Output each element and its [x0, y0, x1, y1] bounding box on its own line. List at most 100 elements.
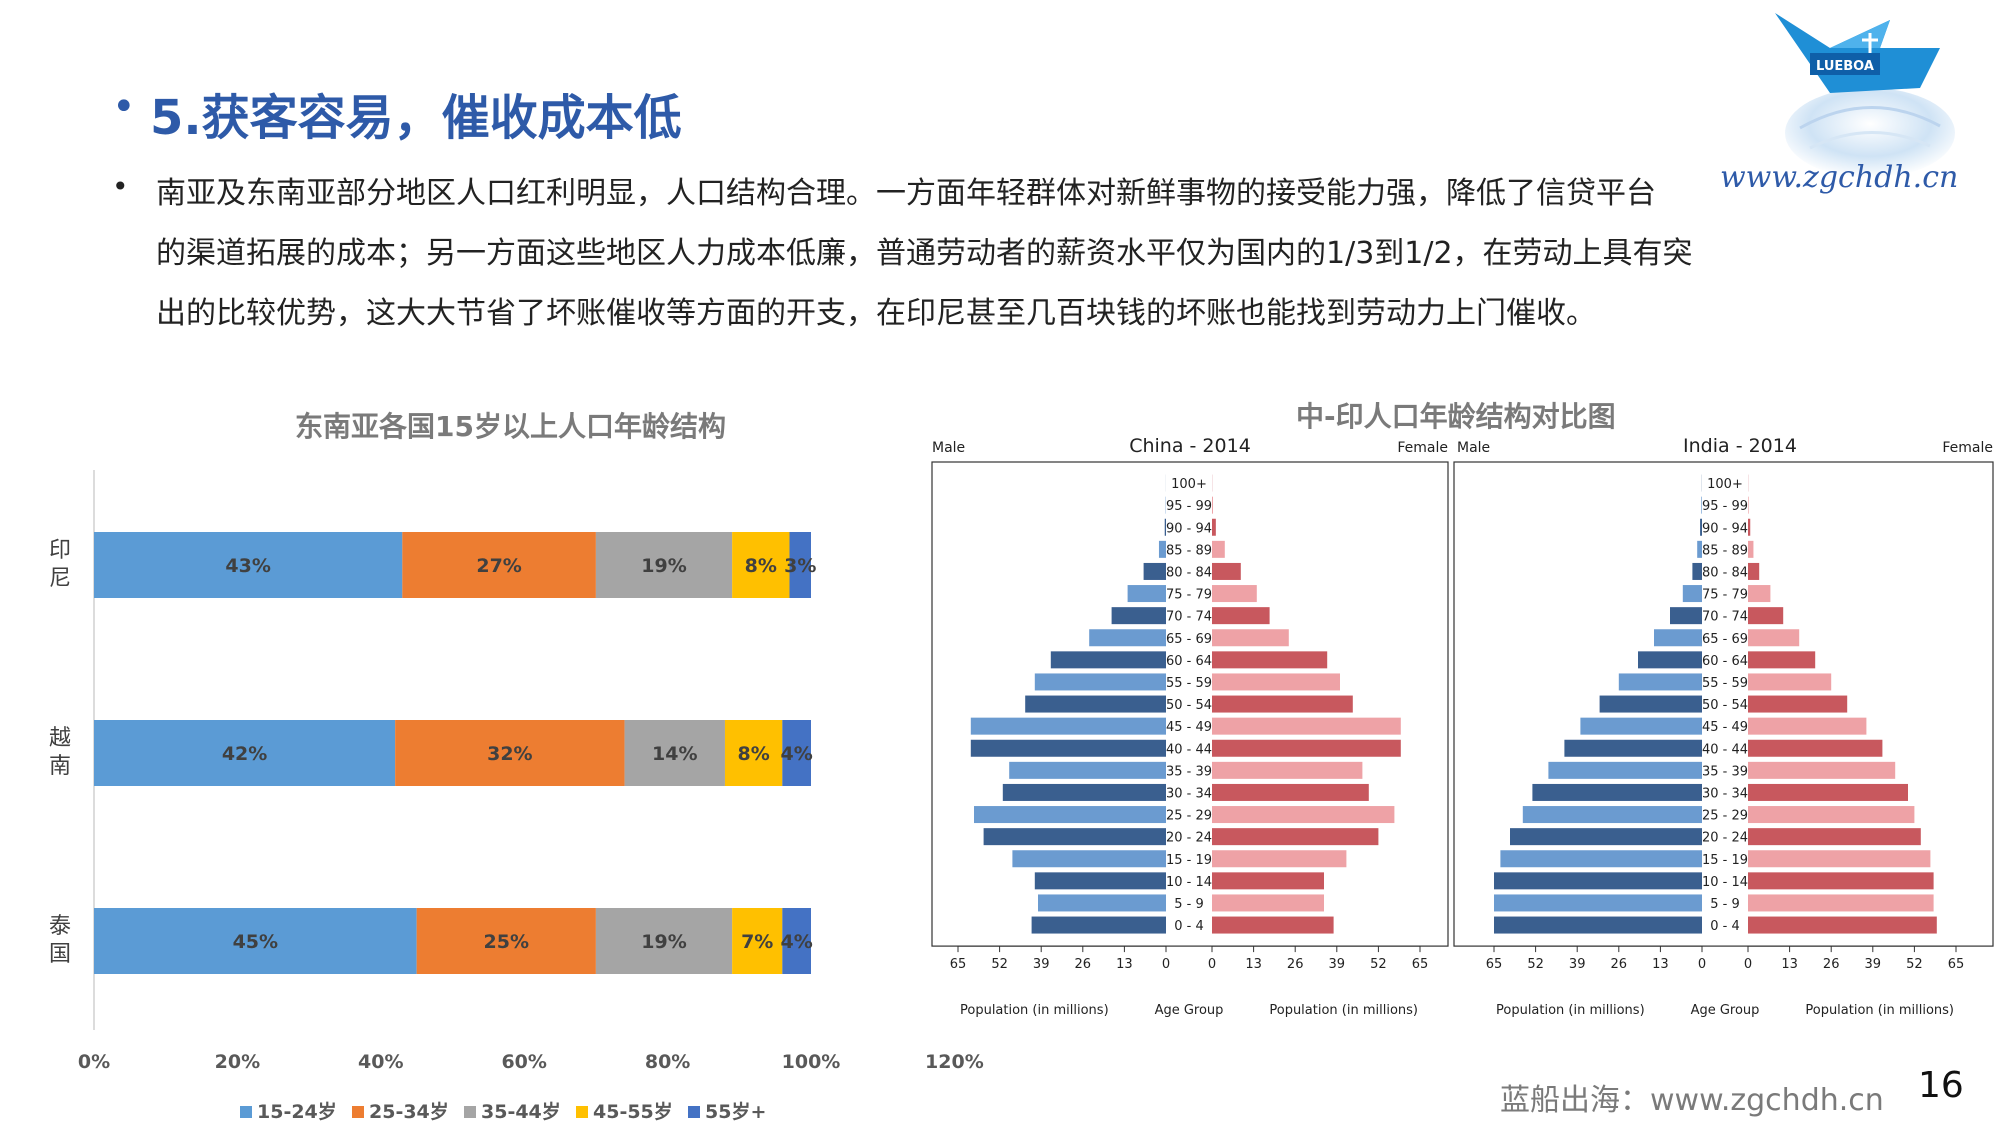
x-tick-label: 52: [1370, 957, 1387, 972]
male-bar: [1002, 783, 1166, 801]
data-label: 25%: [484, 931, 529, 953]
female-bar: [1212, 496, 1213, 514]
x-tick-label: 39: [1865, 957, 1882, 972]
age-group-label: 90 - 94: [1702, 521, 1748, 536]
legend-label: 25-34岁: [369, 1100, 449, 1123]
panel-title: China - 2014: [1129, 435, 1251, 457]
age-group-label: 0 - 4: [1174, 919, 1204, 934]
slide-title: 5.获客容易，催收成本低: [150, 90, 682, 146]
population-pyramid-chart: China - 2014 Male Female 100+ 95 - 99 90 - 94…: [931, 435, 1994, 1018]
male-label: Male: [932, 440, 965, 456]
x-tick-label: 13: [1652, 957, 1669, 972]
x-tick-label: 13: [1245, 957, 1262, 972]
age-group-label: 10 - 14: [1166, 875, 1212, 890]
female-bar: [1748, 585, 1771, 603]
age-group-label: 30 - 34: [1166, 786, 1212, 801]
male-bar: [1143, 562, 1166, 580]
male-bar: [1025, 695, 1166, 713]
legend-swatch: [240, 1106, 252, 1118]
male-bar: [1697, 540, 1702, 558]
male-bar: [1111, 607, 1166, 625]
data-label: 4%: [781, 931, 813, 953]
data-label: 42%: [222, 743, 267, 765]
age-group-label: 70 - 74: [1166, 610, 1212, 625]
age-group-label: 15 - 19: [1702, 853, 1748, 868]
x-tick-label: 0%: [78, 1051, 110, 1073]
data-label: 27%: [476, 555, 521, 577]
age-group-label: 45 - 49: [1166, 720, 1212, 735]
data-label: 8%: [745, 555, 777, 577]
male-bar: [1050, 651, 1166, 669]
male-bar: [1494, 894, 1702, 912]
logo-text: LUEBOA: [1816, 59, 1874, 74]
age-group-label: 30 - 34: [1702, 786, 1748, 801]
x-axis-title-center: Age Group: [1155, 1003, 1224, 1018]
age-group-label: 0 - 4: [1710, 919, 1740, 934]
bar-segment: [94, 720, 396, 786]
male-bar: [1548, 761, 1702, 779]
x-axis-title-right: Population (in millions): [1269, 1003, 1418, 1018]
female-bar: [1748, 761, 1896, 779]
female-bar: [1748, 651, 1816, 669]
male-bar: [1701, 496, 1702, 514]
male-bar: [970, 717, 1166, 735]
female-bar: [1212, 717, 1401, 735]
bar-segment: [416, 908, 596, 974]
legend-label: 35-44岁: [481, 1100, 561, 1123]
age-group-label: 55 - 59: [1166, 676, 1212, 691]
female-bar: [1748, 673, 1832, 691]
female-bar: [1748, 562, 1760, 580]
male-bar: [1580, 717, 1702, 735]
x-tick-label: 65: [1412, 957, 1429, 972]
x-tick-label: 65: [1948, 957, 1965, 972]
female-bar: [1212, 607, 1270, 625]
age-group-label: 80 - 84: [1702, 565, 1748, 580]
panel-title: India - 2014: [1683, 435, 1797, 457]
male-bar: [1089, 629, 1166, 647]
age-group-label: 35 - 39: [1702, 764, 1748, 779]
bar-segment: [94, 532, 403, 598]
age-group-label: 75 - 79: [1166, 588, 1212, 603]
age-group-label: 40 - 44: [1166, 742, 1212, 757]
female-bar: [1748, 916, 1937, 934]
male-bar: [974, 806, 1166, 824]
legend-swatch: [352, 1106, 364, 1118]
female-bar: [1212, 806, 1395, 824]
panel-frame: [931, 461, 1449, 947]
bar-segment: [732, 532, 790, 598]
female-bar: [1748, 783, 1908, 801]
x-tick-label: 120%: [925, 1051, 984, 1073]
bar-segment: [402, 532, 596, 598]
x-tick-label: 26: [1823, 957, 1840, 972]
female-bar: [1748, 607, 1784, 625]
male-bar: [970, 739, 1166, 757]
x-tick-label: 0: [1208, 957, 1216, 972]
x-tick-label: 0: [1162, 957, 1170, 972]
category-label-char: 印: [49, 538, 71, 563]
body-line-2: 的渠道拓展的成本；另一方面这些地区人力成本低廉，普通劳动者的薪资水平仅为国内的1…: [156, 236, 1693, 271]
age-group-label: 15 - 19: [1166, 853, 1212, 868]
age-group-label: 75 - 79: [1702, 588, 1748, 603]
age-group-label: 65 - 69: [1702, 632, 1748, 647]
age-group-label: 5 - 9: [1710, 897, 1740, 912]
age-group-label: 65 - 69: [1166, 632, 1212, 647]
x-axis-title-center: Age Group: [1691, 1003, 1760, 1018]
data-label: 8%: [738, 743, 770, 765]
male-bar: [983, 828, 1166, 846]
x-axis-title-left: Population (in millions): [960, 1003, 1109, 1018]
female-bar: [1212, 562, 1241, 580]
male-bar: [1670, 607, 1702, 625]
data-label: 32%: [487, 743, 532, 765]
female-bar: [1212, 585, 1257, 603]
female-bar: [1212, 673, 1340, 691]
female-bar: [1212, 916, 1334, 934]
age-group-label: 50 - 54: [1702, 698, 1748, 713]
title-bullet: •: [112, 84, 136, 130]
x-tick-label: 13: [1781, 957, 1798, 972]
watermark: www.zgchdh.cn: [1720, 160, 1959, 195]
x-tick-label: 52: [1906, 957, 1923, 972]
age-group-label: 55 - 59: [1702, 676, 1748, 691]
data-label: 4%: [781, 743, 813, 765]
male-bar: [1700, 518, 1702, 536]
bar-segment: [782, 720, 811, 786]
